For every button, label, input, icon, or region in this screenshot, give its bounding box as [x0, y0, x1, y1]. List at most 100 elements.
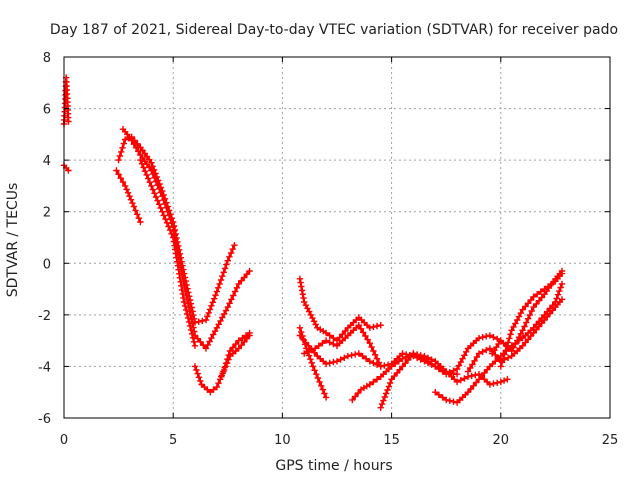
data-point — [126, 193, 133, 200]
data-point — [135, 148, 142, 155]
data-point — [544, 283, 552, 290]
data-point — [202, 345, 210, 352]
data-point — [319, 340, 326, 347]
data-point — [246, 267, 253, 275]
data-point — [159, 208, 166, 215]
data-point — [315, 342, 322, 349]
series-track-8 — [218, 332, 253, 380]
data-point — [308, 346, 315, 354]
data-point — [457, 377, 464, 384]
series-track-5 — [113, 167, 144, 226]
data-point — [132, 144, 140, 151]
data-point — [231, 288, 239, 295]
data-point — [497, 363, 504, 370]
data-point — [148, 182, 155, 190]
data-point — [446, 397, 453, 404]
series-line — [499, 272, 564, 368]
data-point — [134, 211, 141, 218]
data-point — [127, 196, 135, 203]
y-tick-label: -2 — [38, 309, 51, 324]
data-point — [208, 302, 215, 309]
data-point — [232, 340, 239, 348]
data-point — [223, 261, 230, 268]
data-point — [154, 197, 161, 204]
data-point — [439, 394, 446, 401]
data-point — [223, 359, 231, 367]
data-point — [233, 284, 241, 291]
data-point — [510, 323, 517, 331]
data-point — [483, 333, 490, 340]
data-point — [304, 348, 312, 355]
data-point — [314, 374, 322, 382]
data-point — [512, 320, 519, 327]
data-point — [137, 156, 144, 164]
data-point — [306, 308, 313, 315]
data-point — [352, 351, 359, 358]
data-point — [312, 321, 319, 328]
data-point — [421, 352, 428, 360]
data-point — [204, 313, 211, 320]
data-point — [483, 366, 491, 373]
data-point — [428, 356, 435, 363]
data-point — [541, 285, 548, 293]
data-point — [366, 324, 373, 331]
data-point — [307, 356, 314, 363]
data-point — [517, 330, 524, 337]
data-point — [399, 355, 406, 362]
y-tick-label: -4 — [38, 360, 51, 375]
data-point — [558, 296, 566, 303]
data-point — [362, 355, 370, 362]
data-point — [459, 355, 466, 362]
data-point — [407, 353, 414, 360]
x-tick-label: 25 — [602, 433, 619, 448]
data-point — [235, 337, 242, 344]
data-point — [490, 334, 497, 341]
data-point — [381, 362, 388, 369]
data-point — [149, 170, 157, 178]
data-point — [368, 343, 375, 351]
y-tick-label: 8 — [43, 51, 51, 66]
data-point — [373, 376, 381, 383]
data-point — [181, 302, 189, 310]
data-point — [164, 208, 171, 215]
data-point — [65, 118, 72, 125]
data-point — [558, 270, 566, 277]
data-point — [413, 351, 421, 358]
data-point — [205, 309, 212, 317]
data-point — [229, 245, 236, 253]
data-point — [313, 371, 320, 378]
data-point — [359, 352, 366, 360]
data-point — [494, 379, 501, 386]
data-point — [395, 358, 403, 365]
data-point — [206, 338, 213, 345]
data-point — [475, 334, 483, 342]
series-track-12 — [301, 322, 384, 370]
data-point — [366, 358, 373, 365]
data-point — [337, 356, 344, 363]
data-point — [528, 307, 535, 315]
data-point — [226, 253, 233, 260]
data-point — [220, 269, 227, 276]
data-point — [149, 186, 157, 193]
data-point — [461, 375, 468, 382]
data-point — [217, 276, 225, 284]
data-point — [302, 339, 309, 346]
data-point — [490, 380, 497, 387]
data-point — [377, 404, 384, 411]
data-point — [471, 357, 478, 364]
x-tick-label: 15 — [383, 433, 400, 448]
data-point — [193, 366, 200, 374]
data-point — [342, 327, 349, 335]
series-line — [298, 277, 382, 342]
data-point — [526, 311, 534, 319]
data-point — [141, 168, 149, 175]
data-point — [524, 300, 532, 307]
chart-title: Day 187 of 2021, Sidereal Day-to-day VTE… — [50, 22, 618, 38]
data-point — [370, 359, 377, 367]
y-tick-label: 0 — [43, 257, 51, 272]
data-point — [113, 167, 120, 174]
data-point — [197, 338, 204, 346]
data-point — [209, 299, 216, 306]
data-point — [322, 337, 330, 344]
data-point — [500, 377, 508, 384]
